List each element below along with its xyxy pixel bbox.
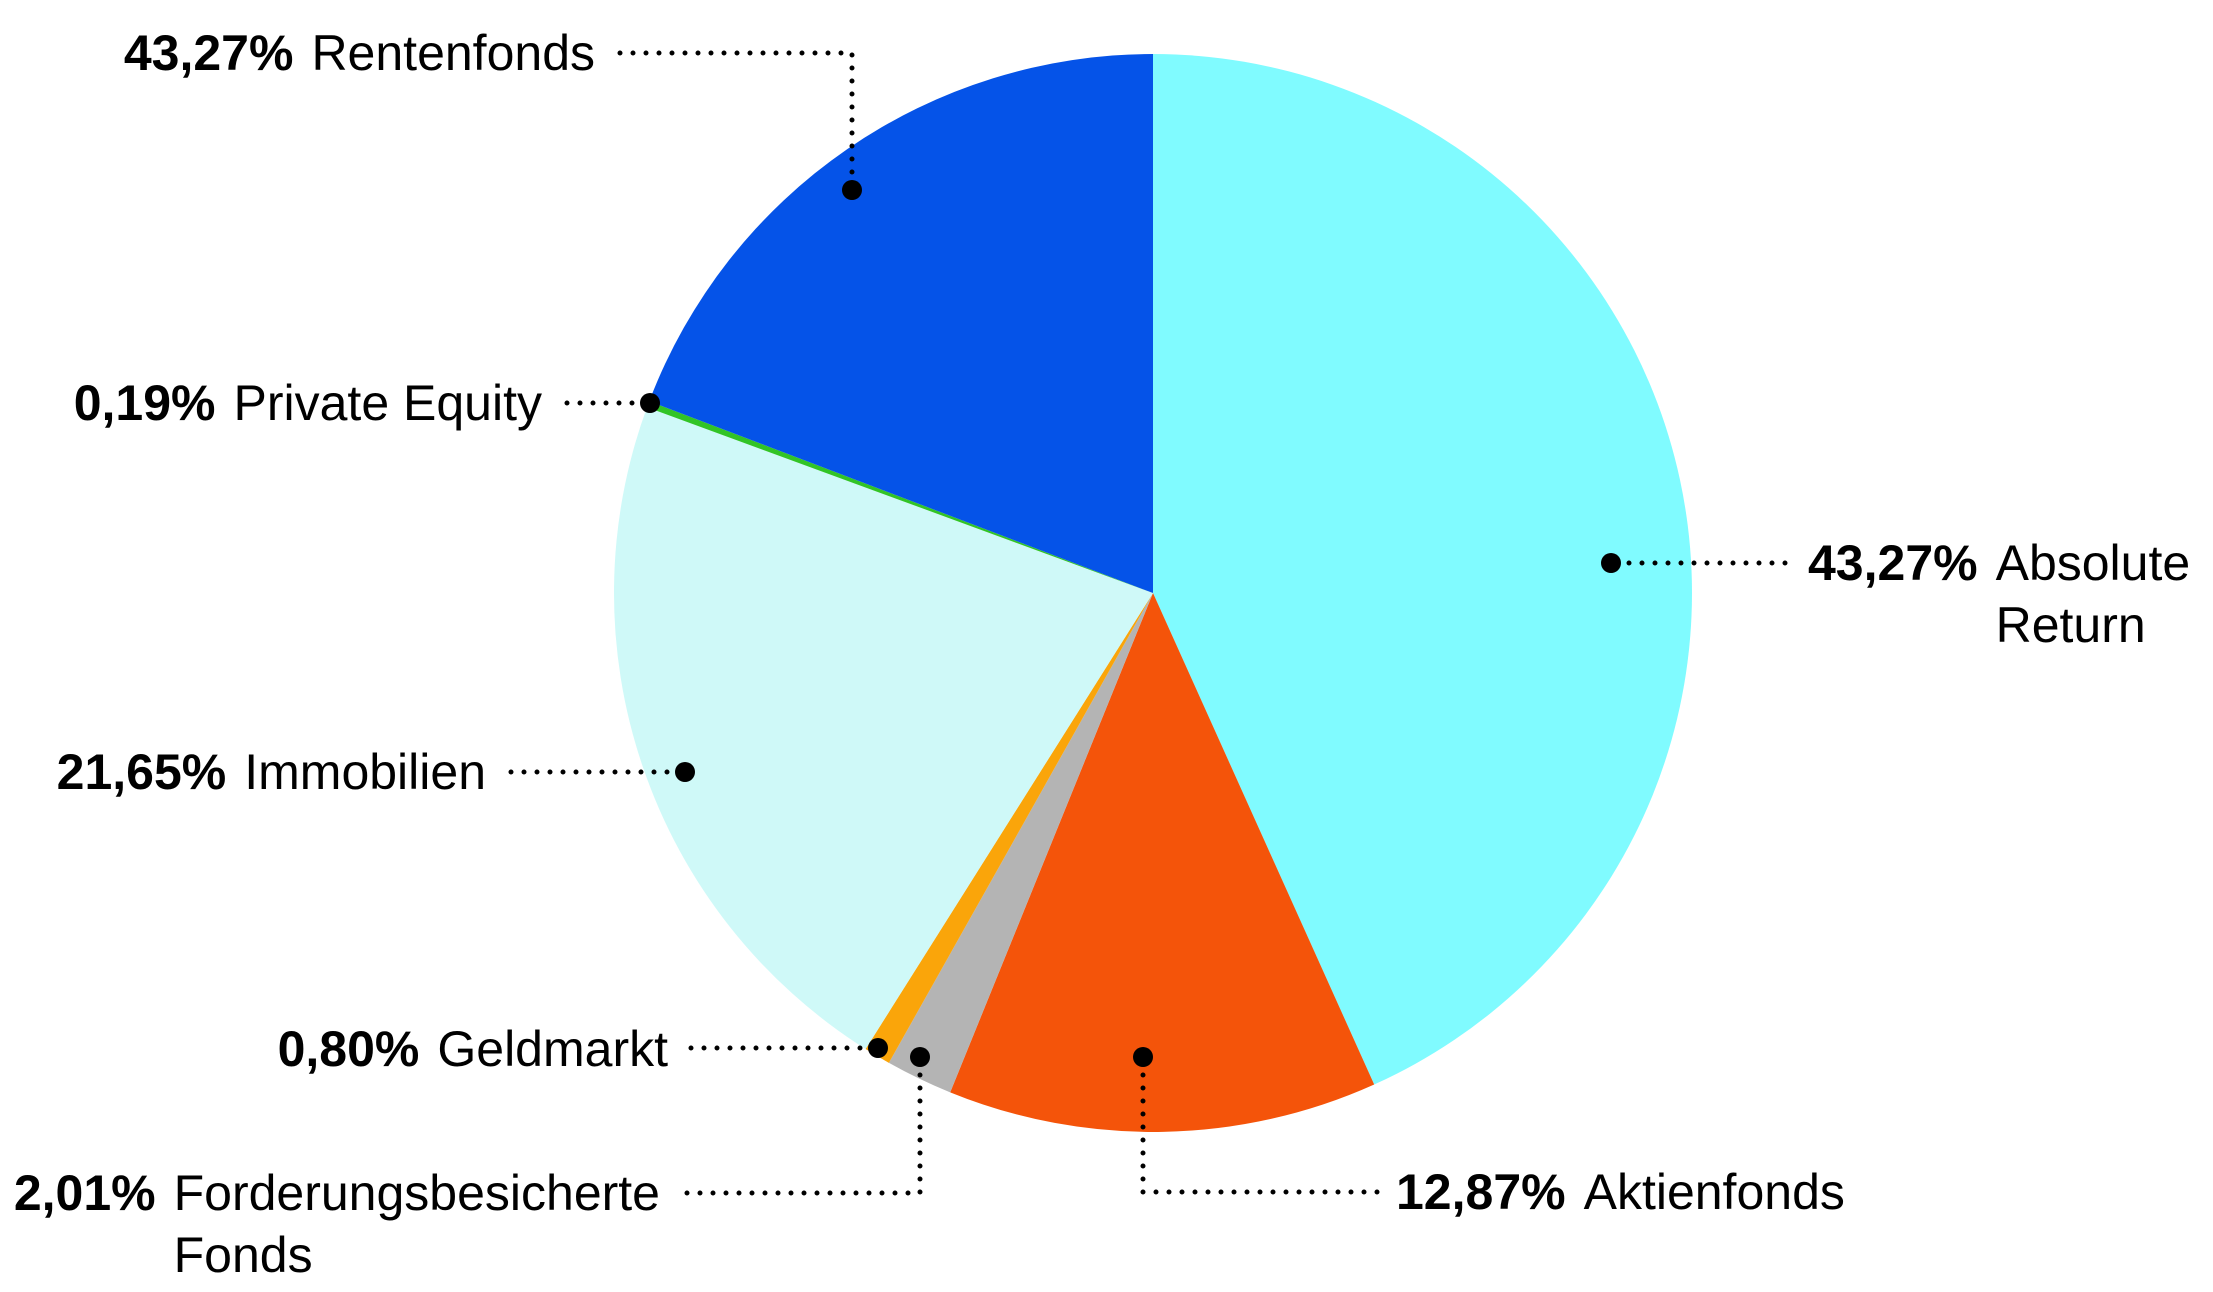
label-rentenfonds-name: Rentenfonds: [311, 25, 595, 81]
leader-dot-immobilien: [675, 762, 695, 782]
leader-line-aktienfonds: [1140, 1072, 1381, 1195]
label-absolute-return: 43,27% Absolute Return: [1808, 532, 2190, 656]
leader-dot-geldmarkt: [868, 1038, 888, 1058]
label-forderungsbesicherte-fonds-name: Forderungsbesicherte Fonds: [174, 1162, 660, 1286]
pie-slice-forderungsbesicherte-fonds: [888, 593, 1153, 1093]
label-geldmarkt-name: Geldmarkt: [437, 1021, 668, 1077]
label-private-equity: 0,19% Private Equity: [74, 372, 542, 434]
leader-line-rentenfonds: [609, 50, 855, 175]
pie-slice-immobilien: [613, 407, 1153, 1049]
leader-dot-rentenfonds: [842, 180, 862, 200]
leader-dot-forderungsbesicherte-fonds: [910, 1047, 930, 1067]
label-rentenfonds-pct: 43,27%: [123, 25, 294, 81]
label-forderungsbesicherte-fonds: 2,01% Forderungsbesicherte Fonds: [14, 1162, 660, 1286]
pie-slice-geldmarkt: [865, 593, 1153, 1063]
label-immobilien-name: Immobilien: [244, 744, 486, 800]
leader-rentenfonds: [609, 50, 862, 200]
pie-slice-private-equity: [647, 401, 1153, 593]
pie-slice-rentenfonds: [649, 54, 1153, 593]
label-aktienfonds-pct: 12,87%: [1396, 1164, 1566, 1220]
label-forderungsbesicherte-fonds-name-line1: Forderungsbesicherte: [173, 1165, 660, 1221]
label-immobilien: 21,65% Immobilien: [57, 741, 486, 803]
leader-aktienfonds: [1133, 1047, 1381, 1195]
label-geldmarkt-pct: 0,80%: [277, 1021, 420, 1077]
label-private-equity-name: Private Equity: [233, 375, 542, 431]
label-absolute-return-name: Absolute Return: [1996, 532, 2191, 656]
leader-private-equity: [553, 393, 660, 413]
label-forderungsbesicherte-fonds-pct: 2,01%: [13, 1165, 156, 1221]
leader-immobilien: [497, 762, 695, 782]
label-immobilien-pct: 21,65%: [56, 744, 227, 800]
pie-slice-aktienfonds: [950, 593, 1375, 1132]
leader-lines: [497, 50, 1797, 1196]
leader-dot-aktienfonds: [1133, 1047, 1153, 1067]
leader-dot-private-equity: [640, 393, 660, 413]
leader-forderungsbesicherte-fonds: [679, 1047, 930, 1196]
leader-line-forderungsbesicherte-fonds: [679, 1072, 923, 1196]
label-rentenfonds: 43,27% Rentenfonds: [124, 22, 595, 84]
leader-dot-absolute-return: [1601, 553, 1621, 573]
label-aktienfonds: 12,87% Aktienfonds: [1396, 1161, 1845, 1223]
label-aktienfonds-name: Aktienfonds: [1583, 1164, 1845, 1220]
pie-slices: [613, 54, 1692, 1132]
leader-absolute-return: [1601, 553, 1797, 573]
label-absolute-return-pct: 43,27%: [1808, 535, 1978, 591]
label-private-equity-pct: 0,19%: [73, 375, 216, 431]
leader-geldmarkt: [681, 1038, 888, 1058]
label-forderungsbesicherte-fonds-name-line2: Fonds: [173, 1227, 313, 1283]
pie-slice-absolute-return: [1153, 54, 1692, 1085]
label-absolute-return-name-line1: Absolute: [1995, 535, 2191, 591]
label-geldmarkt: 0,80% Geldmarkt: [278, 1018, 668, 1080]
label-absolute-return-name-line2: Return: [1995, 597, 2146, 653]
